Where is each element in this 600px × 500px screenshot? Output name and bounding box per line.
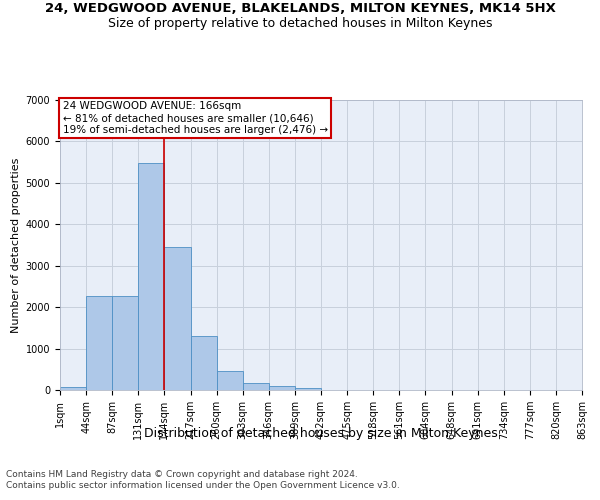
Bar bbox=[295, 388, 321, 390]
Bar bbox=[269, 386, 295, 390]
Text: 24 WEDGWOOD AVENUE: 166sqm
← 81% of detached houses are smaller (10,646)
19% of : 24 WEDGWOOD AVENUE: 166sqm ← 81% of deta… bbox=[62, 102, 328, 134]
Bar bbox=[217, 370, 243, 390]
Bar bbox=[86, 296, 112, 390]
Text: Size of property relative to detached houses in Milton Keynes: Size of property relative to detached ho… bbox=[108, 18, 492, 30]
Text: Contains public sector information licensed under the Open Government Licence v3: Contains public sector information licen… bbox=[6, 481, 400, 490]
Bar bbox=[191, 336, 217, 390]
Text: 24, WEDGWOOD AVENUE, BLAKELANDS, MILTON KEYNES, MK14 5HX: 24, WEDGWOOD AVENUE, BLAKELANDS, MILTON … bbox=[44, 2, 556, 16]
Bar bbox=[139, 163, 164, 390]
Bar bbox=[60, 386, 86, 390]
Bar bbox=[243, 384, 269, 390]
Text: Distribution of detached houses by size in Milton Keynes: Distribution of detached houses by size … bbox=[144, 428, 498, 440]
Bar bbox=[164, 247, 191, 390]
Y-axis label: Number of detached properties: Number of detached properties bbox=[11, 158, 22, 332]
Bar bbox=[112, 296, 139, 390]
Text: Contains HM Land Registry data © Crown copyright and database right 2024.: Contains HM Land Registry data © Crown c… bbox=[6, 470, 358, 479]
